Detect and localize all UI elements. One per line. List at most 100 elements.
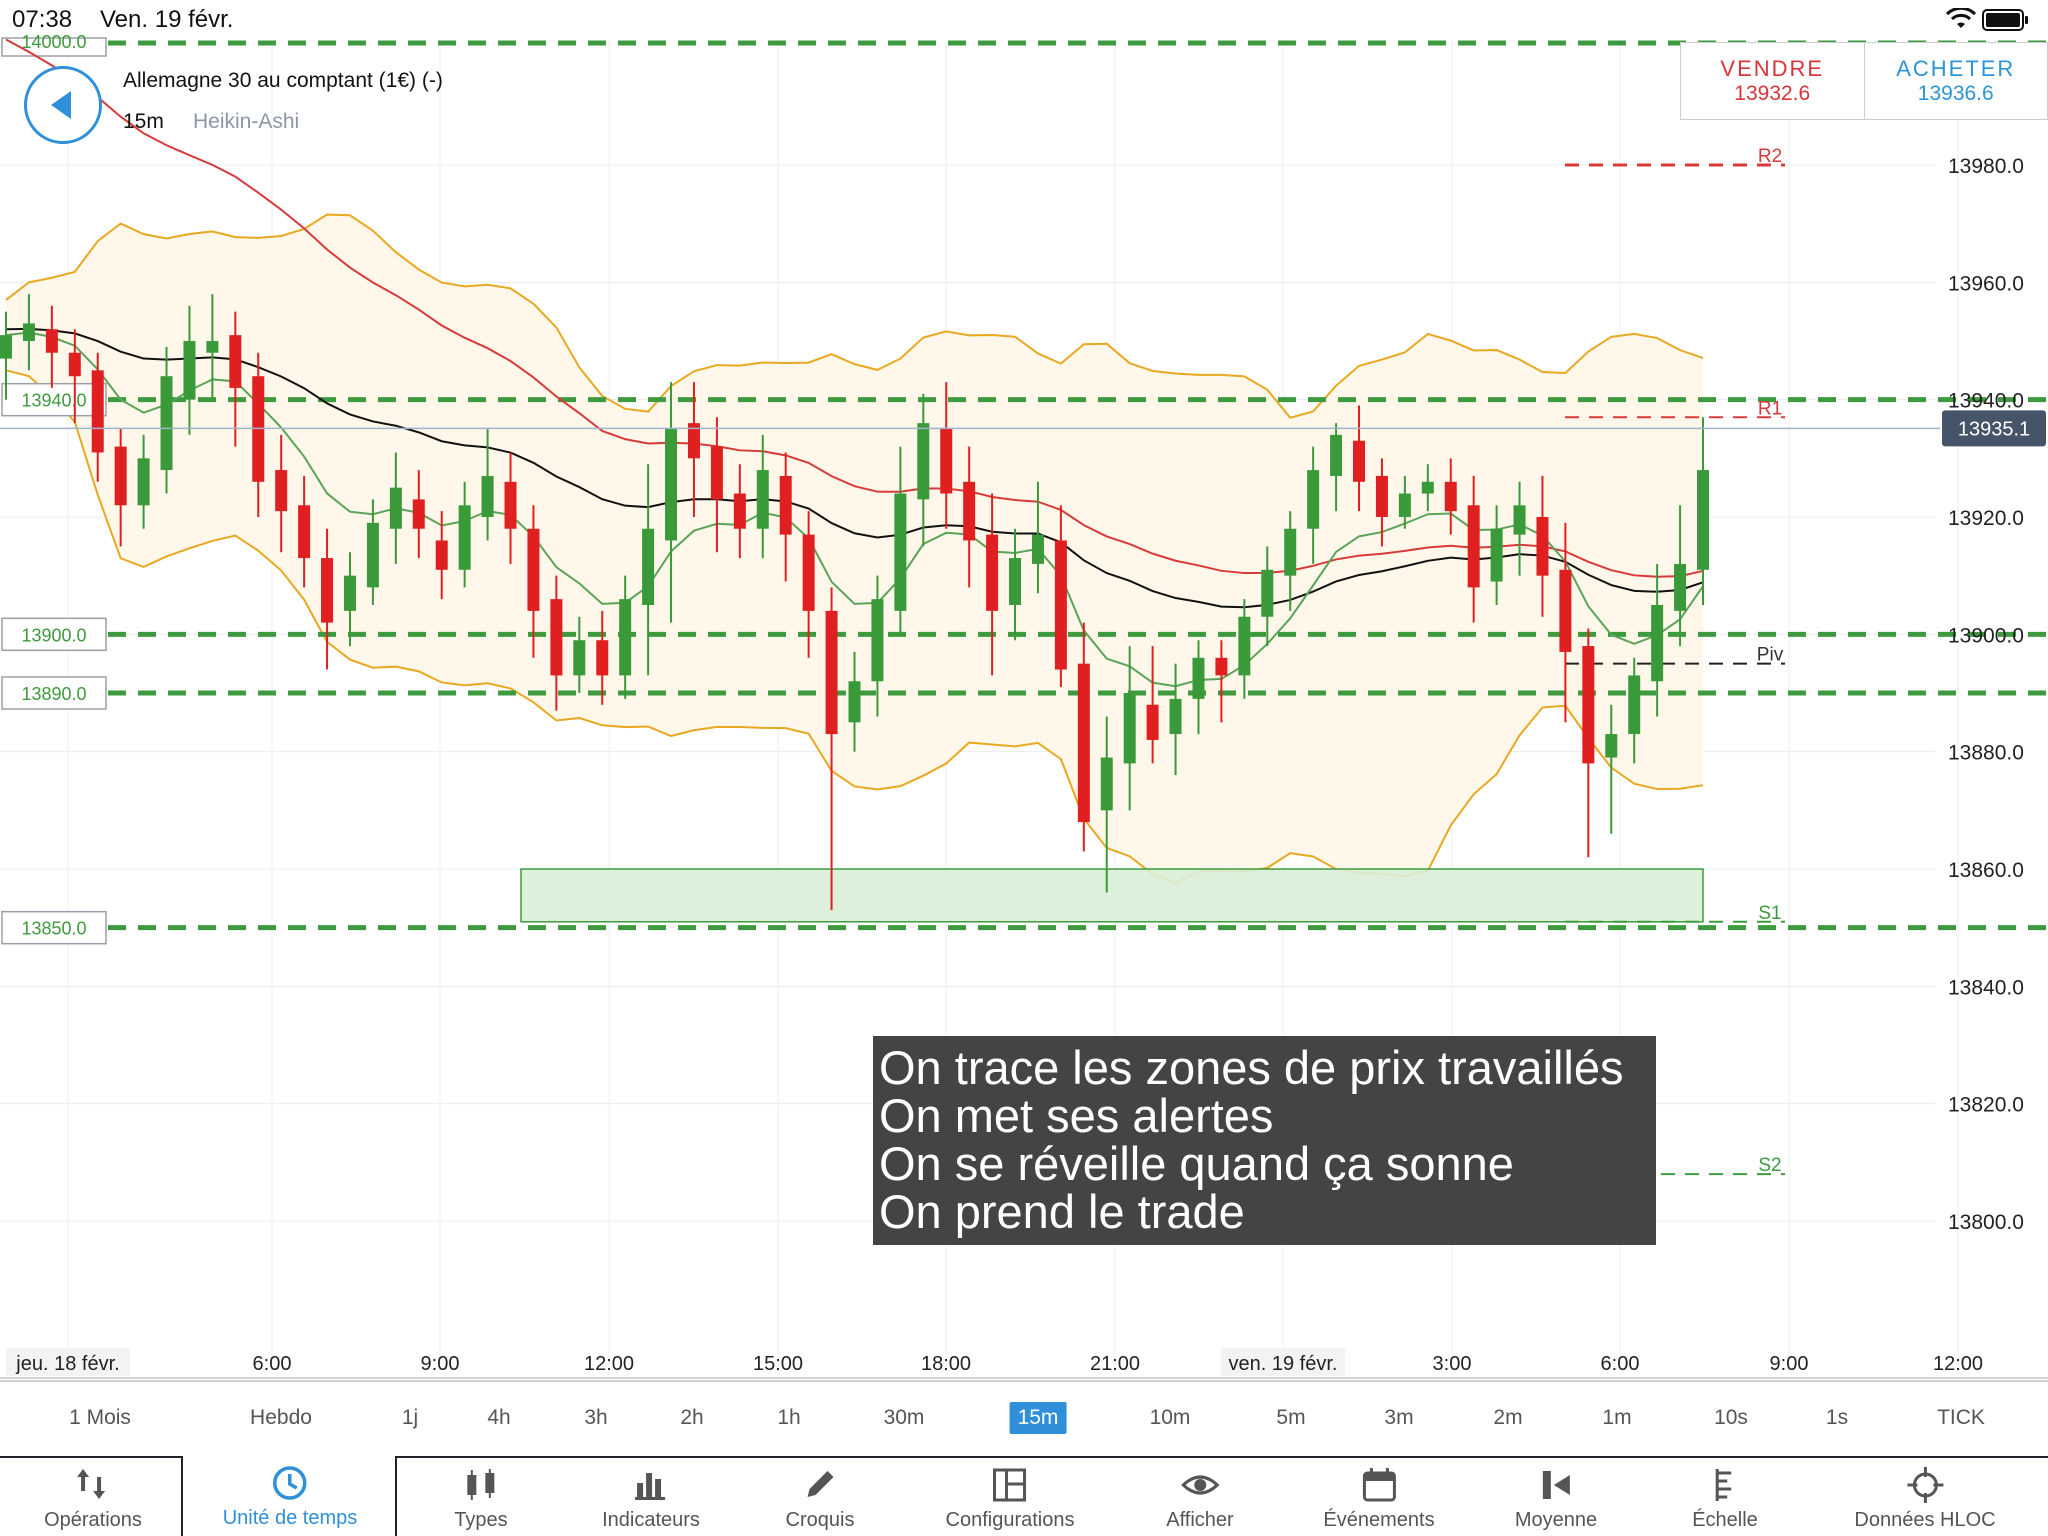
- alert-level-label: 13890.0: [21, 684, 86, 704]
- sell-label: VENDRE: [1720, 56, 1825, 81]
- candle-body: [1353, 440, 1366, 482]
- candle-body: [1605, 734, 1618, 758]
- timeframe-option[interactable]: 1s: [1825, 1406, 1849, 1429]
- toolbar-scale-button[interactable]: Échelle: [1692, 1458, 1758, 1536]
- y-tick-label: 13980.0: [1948, 155, 2024, 178]
- timeframe-option[interactable]: 1h: [777, 1406, 801, 1429]
- timeframe-option[interactable]: 3m: [1384, 1406, 1414, 1429]
- toolbar-label: Configurations: [945, 1509, 1075, 1531]
- toolbar-label: Unité de temps: [222, 1507, 358, 1529]
- timeframe-option[interactable]: 1m: [1602, 1406, 1632, 1429]
- alert-level-tag: [1, 910, 107, 945]
- annotation-line: On trace les zones de prix travaillés: [879, 1041, 1624, 1094]
- candle-body: [458, 505, 471, 570]
- timeframe-option[interactable]: 10m: [1149, 1406, 1191, 1429]
- timeframe-option[interactable]: Hebdo: [250, 1406, 312, 1429]
- x-tick-label: jeu. 18 févr.: [15, 1353, 119, 1375]
- alert-level-label: 14000.0: [21, 32, 86, 52]
- candle-body: [22, 323, 35, 341]
- bollinger-upper: [5, 213, 1704, 419]
- timeframe-option[interactable]: 5m: [1276, 1406, 1306, 1429]
- timeframe-option[interactable]: 2h: [680, 1406, 704, 1429]
- candle-body: [481, 475, 494, 517]
- timeframe-label: 15m: [123, 110, 164, 133]
- candle-body: [0, 335, 12, 359]
- toolbar-pencil-button[interactable]: Croquis: [786, 1458, 854, 1536]
- sell-button[interactable]: VENDRE 13932.6: [1681, 43, 1865, 119]
- price-zone-rect: [520, 868, 1704, 923]
- bollinger-fill: [6, 214, 1703, 883]
- toolbar-layout-button[interactable]: Configurations: [945, 1458, 1075, 1536]
- y-tick-label: 13940.0: [1948, 390, 2024, 413]
- toolbar-label: Indicateurs: [602, 1509, 700, 1531]
- back-button[interactable]: [24, 66, 102, 144]
- status-time: 07:38: [12, 6, 73, 33]
- candle-body: [206, 341, 219, 353]
- candle-body: [435, 540, 448, 570]
- toolbar-calendar-button[interactable]: Événements: [1323, 1458, 1435, 1536]
- candle-body: [573, 640, 586, 676]
- toolbar-candles-button[interactable]: Types: [454, 1458, 508, 1536]
- candle-body: [114, 446, 127, 506]
- alert-level-label: 13900.0: [21, 625, 86, 645]
- instrument-title: Allemagne 30 au comptant (1€) (-): [123, 69, 443, 92]
- candle-body: [848, 681, 861, 723]
- timeframe-option[interactable]: 1j: [401, 1406, 419, 1429]
- timeframe-option[interactable]: 10s: [1714, 1406, 1748, 1429]
- y-tick-label: 13800.0: [1948, 1211, 2024, 1234]
- x-tick-label: 6:00: [253, 1353, 292, 1375]
- bars-icon: [631, 1465, 671, 1505]
- toolbar-bars-button[interactable]: Indicateurs: [602, 1458, 700, 1536]
- candle-body: [665, 429, 678, 541]
- timeframe-option[interactable]: 2m: [1493, 1406, 1523, 1429]
- axes: 13980.0 13960.0 13940.0 13920.0 13900.0 13880…: [0, 155, 2048, 1379]
- toolbar-label: Afficher: [1166, 1509, 1234, 1531]
- candle-body: [229, 335, 242, 388]
- annotation-line: On se réveille quand ça sonne: [879, 1137, 1514, 1190]
- candle-body: [1697, 470, 1709, 570]
- current-price-label: 13935.1: [1958, 418, 2030, 440]
- toolbar-crosshair-button[interactable]: Données HLOC: [1854, 1458, 1996, 1536]
- timeframe-option[interactable]: 15m: [1009, 1402, 1067, 1434]
- candle-body: [1398, 493, 1411, 517]
- timeframe-option[interactable]: 4h: [487, 1406, 511, 1429]
- timeframe-option[interactable]: 30m: [883, 1406, 925, 1429]
- candle-body: [963, 481, 976, 541]
- moving-averages: [5, 38, 1704, 688]
- candle-body: [298, 505, 311, 559]
- price-chart[interactable]: 14000.0 13940.0 13900.0 13890.0 13850.0 R2 R1…: [0, 0, 2048, 1380]
- toolbar-label: Types: [454, 1509, 508, 1531]
- timeframe-option[interactable]: TICK: [1937, 1406, 1985, 1429]
- pivot-label: Piv: [1757, 645, 1784, 666]
- candle-body: [91, 370, 104, 453]
- eye-icon: [1180, 1465, 1220, 1505]
- status-bar: 07:38 Ven. 19 févr.: [0, 0, 2048, 40]
- candle-body: [1375, 475, 1388, 517]
- toolbar-clock-button[interactable]: Unité de temps: [222, 1456, 358, 1536]
- toolbar-label: Données HLOC: [1854, 1509, 1996, 1531]
- annotation-line: On prend le trade: [879, 1185, 1245, 1238]
- candle-body: [137, 458, 150, 506]
- candle-body: [1513, 505, 1526, 535]
- candle-body: [183, 341, 196, 400]
- buy-button[interactable]: ACHETER 13936.6: [1865, 43, 2048, 119]
- candle-body: [1169, 698, 1182, 735]
- price-zone: [520, 868, 1704, 923]
- timeframe-option[interactable]: 3h: [584, 1406, 608, 1429]
- y-tick-label: 13920.0: [1948, 507, 2024, 530]
- x-tick-label: ven. 19 févr.: [1229, 1353, 1338, 1375]
- x-tick-label: 3:00: [1433, 1353, 1472, 1375]
- timeframe-option[interactable]: 1 Mois: [69, 1406, 131, 1429]
- candle-body: [1421, 481, 1434, 494]
- candle-body: [619, 599, 632, 676]
- alert-level-tag: [1, 382, 107, 417]
- y-tick-label: 13860.0: [1948, 859, 2024, 882]
- annotation-box: On trace les zones de prix travaillés On…: [873, 1036, 1656, 1245]
- toolbar-eye-button[interactable]: Afficher: [1166, 1458, 1234, 1536]
- candle-body: [1261, 569, 1274, 617]
- toolbar-average-button[interactable]: Moyenne: [1515, 1458, 1597, 1536]
- chart-type-label: Heikin-Ashi: [193, 110, 300, 133]
- toolbar-arrows-button[interactable]: Opérations: [44, 1458, 142, 1536]
- candle-body: [1307, 470, 1320, 529]
- candle-body: [986, 534, 999, 611]
